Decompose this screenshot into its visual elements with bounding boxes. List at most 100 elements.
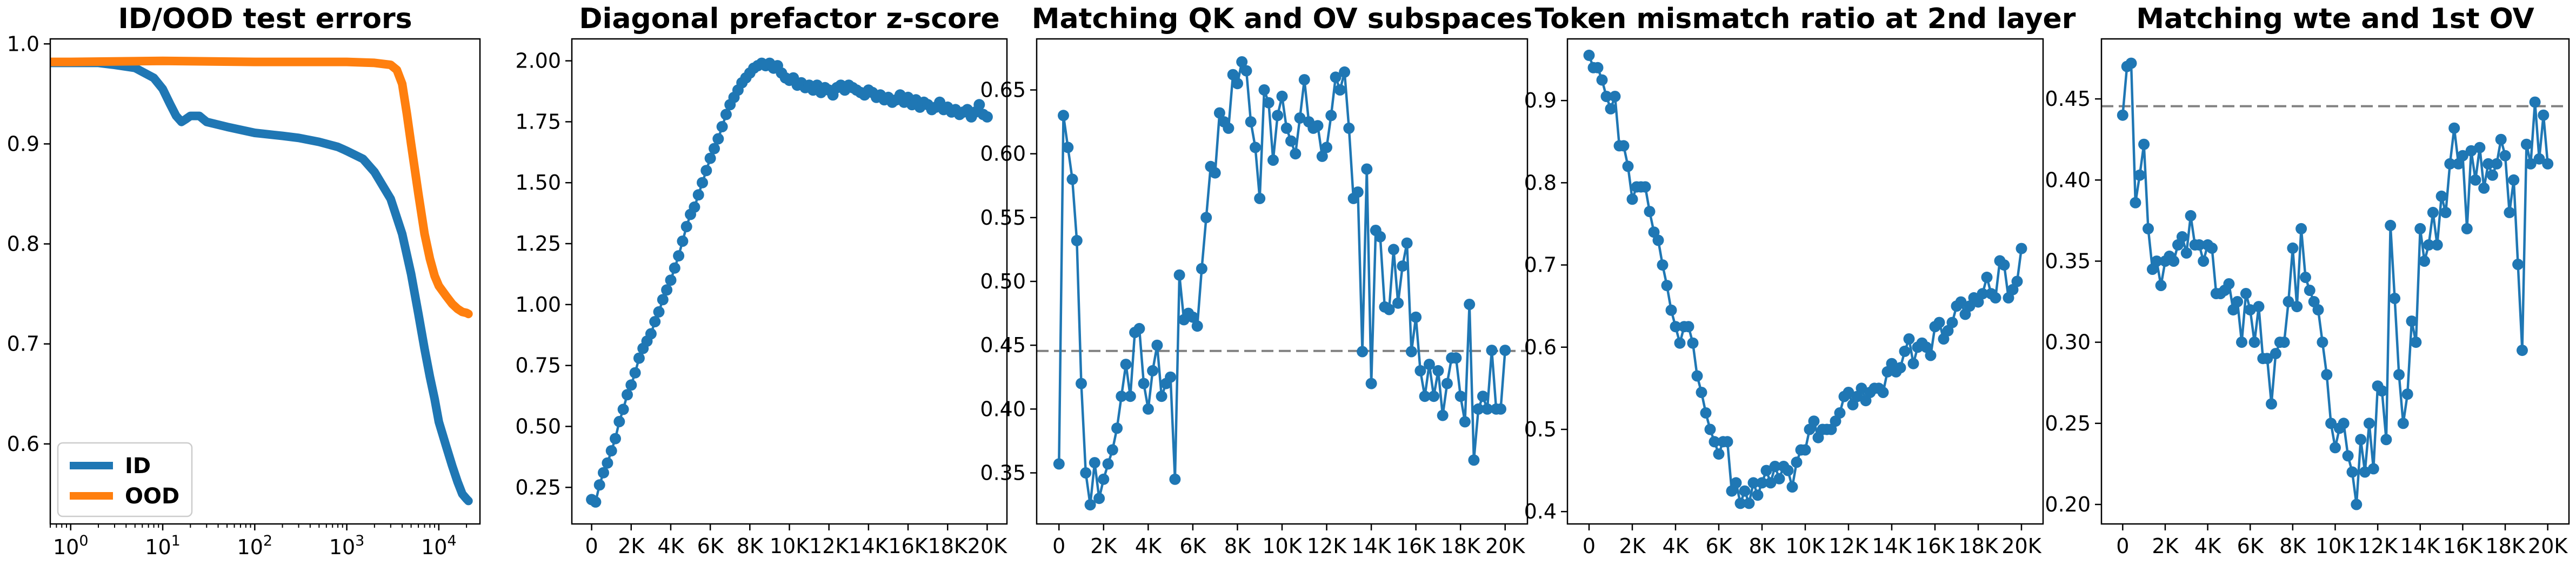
data-point [2431,239,2443,251]
data-point [677,235,689,247]
data-point [2134,169,2146,181]
y-tick-label: 0.35 [2045,249,2091,273]
data-point [2359,466,2371,478]
data-point [1084,499,1096,511]
data-point [2346,466,2358,478]
data-point [2482,158,2494,170]
data-point [2491,158,2502,170]
data-point [590,496,602,508]
data-point [1169,473,1181,485]
data-point [673,250,685,262]
data-point [617,403,629,415]
data-point [1760,465,1772,476]
data-point [2444,158,2456,170]
data-point [1080,467,1092,479]
x-tick-label: 2K [1619,534,1646,558]
data-point [1250,142,1261,153]
x-tick-label: 4K [657,534,684,558]
x-tick-label: 6K [1705,534,1732,558]
data-point [2321,369,2333,381]
x-tick-label: 6K [2237,534,2264,558]
data-point [1312,120,1324,132]
data-point [2223,278,2235,290]
data-point [2232,296,2244,307]
data-point [704,152,716,164]
data-point [1392,297,1404,309]
data-point [689,201,700,213]
y-tick-label: 0.40 [980,397,1026,421]
data-point [2155,280,2167,291]
data-point [1325,110,1337,122]
data-point [1696,387,1707,398]
data-point [1058,110,1069,122]
data-point [1089,457,1100,469]
x-tick-label: 12K [809,534,849,558]
data-point [602,457,613,469]
data-point [622,389,633,401]
data-point [1990,292,2001,304]
x-tick-label: 20K [2528,534,2568,558]
data-point [2423,239,2434,251]
data-point [598,467,609,479]
data-point [1053,458,1065,470]
data-point [1670,321,1681,333]
data-point [1062,142,1074,153]
y-tick-label: 0.40 [2045,168,2091,192]
data-point [1294,112,1306,124]
chart-panel-3: Matching QK and OV subspaces 0.35 0.40 0.45… [980,3,1532,558]
data-point [665,274,677,286]
data-point [1098,473,1110,485]
x-tick-label: 14K [849,534,889,558]
data-point [712,133,724,145]
data-layer [1583,49,2027,509]
data-point [973,99,985,111]
data-point [1609,91,1621,102]
data-point [680,221,692,232]
y-tick-label: 0.35 [980,461,1026,484]
data-point [1808,415,1820,427]
y-tick-label: 1.75 [515,110,561,133]
data-point [2312,304,2324,316]
y-tick-label: 1.50 [515,171,561,194]
data-point [1102,458,1114,470]
data-point [1365,378,1377,389]
y-tick-label: 0.25 [2045,412,2091,435]
x-tick-label: 2K [1090,534,1117,558]
data-point [700,165,712,177]
data-point [2525,158,2537,170]
data-point [1981,271,1993,283]
data-point [1076,378,1087,389]
data-point [2351,499,2363,510]
data-point [1397,260,1409,272]
data-point [1066,173,1078,185]
data-point [1946,317,1958,328]
x-tick-label: 10K [2315,534,2355,558]
data-point [981,111,993,123]
data-point [1955,296,1967,308]
data-point [2440,206,2452,218]
data-point [1730,477,1742,489]
data-point [2397,418,2409,429]
data-point [1361,163,1373,175]
data-point [1227,69,1239,80]
data-point [1290,148,1302,160]
x-tick-label: 10K [1262,534,1302,558]
data-point [1138,378,1150,389]
data-point [2520,138,2532,150]
x-tick-label: 14K [1351,534,1391,558]
data-point [1111,422,1123,434]
data-point [1334,84,1346,96]
chart-panel-2: Diagonal prefactor z-score 0.25 0.50 0.75 1.… [515,3,1008,558]
data-point [1432,365,1444,376]
data-point [1739,485,1751,497]
data-point [2504,206,2515,218]
data-point [633,352,645,364]
data-point [1765,477,1777,489]
x-tick-label: 4K [1135,534,1162,558]
y-tick-label: 0.60 [980,142,1026,166]
x-tick-label: 16K [1915,534,1955,558]
x-tick-label: 16K [2443,534,2483,558]
data-point [2338,418,2350,429]
data-point [1357,346,1369,358]
data-point [1254,192,1266,204]
